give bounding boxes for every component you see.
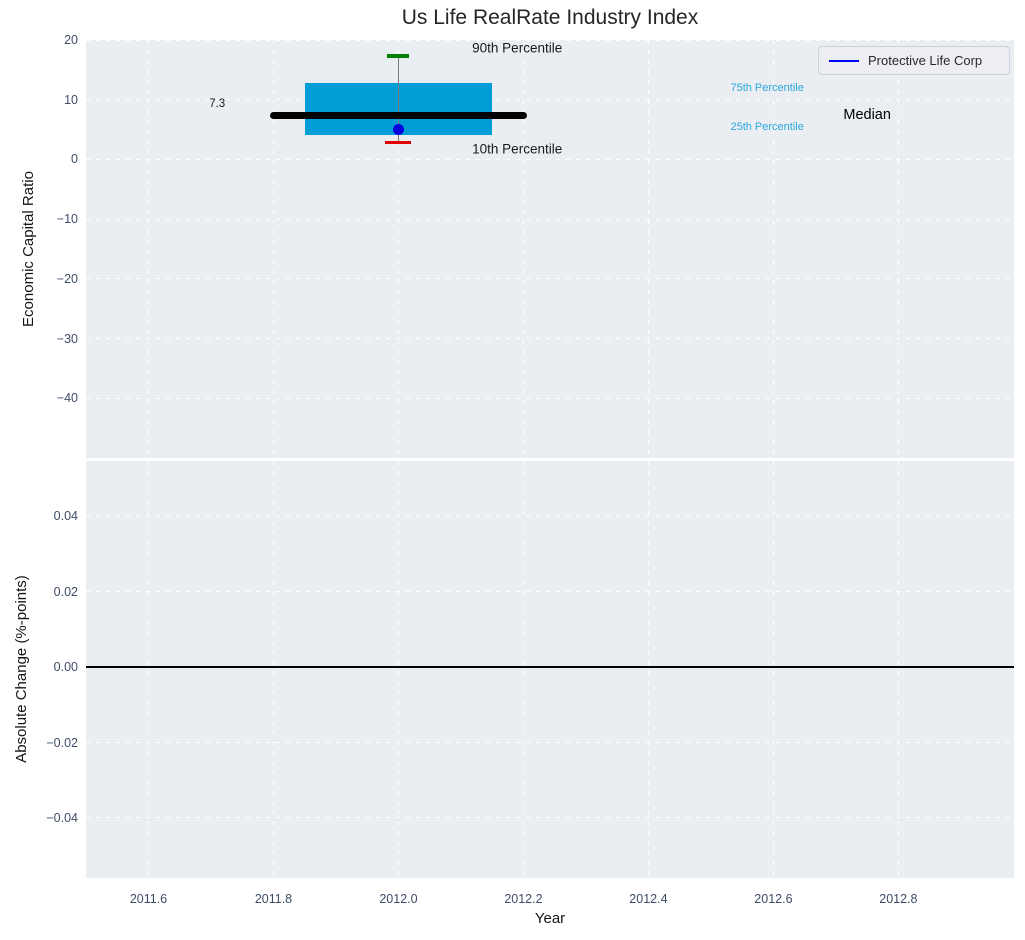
legend-line-sample	[829, 59, 859, 62]
gridline-vertical	[147, 461, 149, 878]
gridline-horizontal	[86, 515, 1014, 517]
annotation-median: Median	[843, 107, 891, 124]
x-tick-label: 2012.0	[379, 892, 418, 906]
annotation-25th-percentile: 25th Percentile	[730, 121, 804, 134]
x-tick-label: 2012.4	[629, 892, 668, 906]
x-tick-label: 2012.6	[754, 892, 793, 906]
gridline-vertical	[772, 40, 774, 458]
whisker-cap-90th	[387, 54, 410, 58]
zero-line	[86, 666, 1014, 668]
x-tick-label: 2011.8	[254, 892, 293, 906]
gridline-horizontal	[86, 742, 1014, 744]
y-tick-label: −0.02	[46, 735, 78, 750]
whisker-cap-10th	[385, 140, 412, 145]
legend: Protective Life Corp	[818, 46, 1010, 75]
gridline-vertical	[397, 40, 399, 458]
y-tick-label: −0.04	[46, 810, 78, 825]
y-tick-label: 0	[71, 152, 78, 167]
gridline-horizontal	[86, 40, 1014, 41]
y-tick-label: −40	[56, 391, 78, 406]
legend-label: Protective Life Corp	[868, 53, 983, 68]
x-tick-label: 2012.8	[879, 892, 918, 906]
gridline-vertical	[647, 40, 649, 458]
chart-title: Us Life RealRate Industry Index	[401, 6, 699, 29]
gridline-vertical	[897, 461, 899, 878]
gridline-horizontal	[86, 158, 1014, 160]
gridline-vertical	[397, 461, 399, 878]
gridline-vertical	[272, 461, 274, 878]
gridline-vertical	[522, 461, 524, 878]
y-tick-label: 0.02	[53, 584, 78, 599]
annotation-7-3: 7.3	[209, 98, 226, 111]
gridline-vertical	[772, 461, 774, 878]
x-axis-label-year: Year	[534, 910, 566, 927]
y-tick-label: 0.00	[53, 660, 78, 675]
y-tick-label: 20	[64, 33, 78, 47]
axes-absolute-change	[86, 461, 1014, 878]
gridline-horizontal	[86, 338, 1014, 340]
y-tick-label: 10	[64, 92, 78, 107]
gridline-horizontal	[86, 397, 1014, 399]
gridline-horizontal	[86, 817, 1014, 819]
gridline-horizontal	[86, 99, 1014, 101]
gridline-horizontal	[86, 218, 1014, 220]
annotation-90th-percentile: 90th Percentile	[472, 40, 563, 56]
gridline-vertical	[522, 40, 524, 458]
whisker-line	[397, 56, 400, 143]
gridline-horizontal	[86, 278, 1014, 280]
annotation-10th-percentile: 10th Percentile	[472, 141, 563, 157]
y-tick-label: −30	[56, 331, 78, 346]
y-tick-label: −20	[56, 271, 78, 286]
y-tick-label: 0.04	[53, 509, 78, 524]
x-tick-label: 2012.2	[504, 892, 543, 906]
annotation-75th-percentile: 75th Percentile	[730, 81, 804, 94]
axes-economic-capital-ratio	[86, 40, 1014, 458]
gridline-vertical	[897, 40, 899, 458]
gridline-vertical	[147, 40, 149, 458]
x-tick-label: 2011.6	[129, 892, 168, 906]
median-line	[270, 112, 527, 120]
gridline-vertical	[272, 40, 274, 458]
y-tick-label: −10	[56, 212, 78, 227]
company-point	[392, 124, 404, 136]
gridline-vertical	[647, 461, 649, 878]
gridline-horizontal	[86, 591, 1014, 593]
